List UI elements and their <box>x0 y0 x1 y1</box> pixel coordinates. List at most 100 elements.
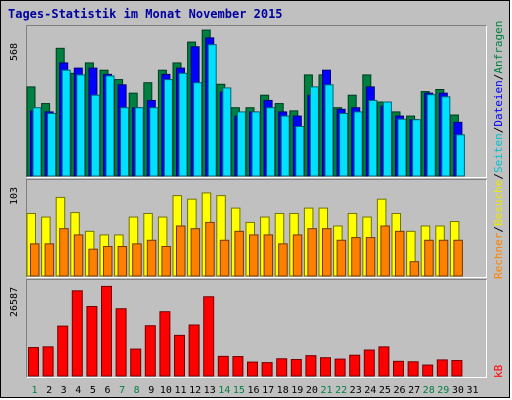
bar-rechner-day-28 <box>424 239 434 277</box>
x-tick-label: 23 <box>350 385 362 396</box>
bar-kb-day-9 <box>144 325 156 377</box>
x-tick-label: 30 <box>452 385 464 396</box>
x-tick-label: 1 <box>31 385 37 396</box>
bar-seiten-day-5 <box>90 94 100 177</box>
bar-kb-day-7 <box>115 308 127 377</box>
x-tick-label: 3 <box>61 385 67 396</box>
x-tick-label: 17 <box>262 385 274 396</box>
bar-rechner-day-19 <box>292 234 303 277</box>
bar-seiten-day-4 <box>76 74 86 177</box>
bar-seiten-day-3 <box>61 69 71 177</box>
x-tick-label: 10 <box>160 385 172 396</box>
bar-kb-day-3 <box>57 325 69 377</box>
x-tick-label: 13 <box>204 385 216 396</box>
bar-seiten-day-19 <box>295 125 305 177</box>
bar-rechner-day-9 <box>146 239 157 277</box>
bar-rechner-day-24 <box>365 237 376 277</box>
bar-rechner-day-1 <box>30 243 40 277</box>
bar-rechner-day-6 <box>103 246 113 277</box>
bar-kb-day-5 <box>86 306 98 377</box>
x-tick-label: 5 <box>90 385 96 396</box>
bar-seiten-day-16 <box>251 111 261 177</box>
x-tick-label: 16 <box>247 385 259 396</box>
x-tick-label: 28 <box>423 385 435 396</box>
x-tick-label: 20 <box>306 385 318 396</box>
bar-kb-day-30 <box>451 360 463 377</box>
bar-rechner-day-5 <box>88 248 98 277</box>
bar-seiten-day-14 <box>222 87 232 177</box>
bar-seiten-day-10 <box>163 79 173 177</box>
bar-kb-day-19 <box>290 358 302 377</box>
bar-rechner-day-2 <box>44 243 55 277</box>
bar-rechner-day-16 <box>249 234 259 277</box>
bar-kb-day-23 <box>349 354 361 377</box>
x-tick-label: 7 <box>119 385 125 396</box>
bar-rechner-day-27 <box>409 261 420 277</box>
bar-seiten-day-25 <box>382 101 392 177</box>
chart-title: Tages-Statistik im Monat November 2015 <box>8 7 283 21</box>
x-tick-label: 25 <box>379 385 391 396</box>
bar-kb-day-2 <box>42 346 54 377</box>
bar-seiten-day-29 <box>441 96 451 177</box>
x-tick-label: 11 <box>174 385 186 396</box>
bar-rechner-day-12 <box>190 228 201 277</box>
bar-kb-day-22 <box>334 358 346 377</box>
x-tick-label: 4 <box>75 385 81 396</box>
bar-seiten-day-28 <box>426 94 436 177</box>
bar-kb-day-20 <box>305 355 317 377</box>
x-tick-label: 31 <box>466 385 478 396</box>
bar-seiten-day-23 <box>353 111 363 177</box>
bar-seiten-day-24 <box>368 99 378 177</box>
bar-kb-day-1 <box>28 347 39 377</box>
bar-seiten-day-26 <box>397 118 407 177</box>
bar-seiten-day-20 <box>309 86 319 177</box>
bar-rechner-day-13 <box>205 221 215 277</box>
bar-seiten-day-11 <box>178 72 188 177</box>
bar-kb-day-4 <box>71 290 83 377</box>
bar-seiten-day-18 <box>280 115 290 177</box>
bar-seiten-day-13 <box>207 44 217 177</box>
bar-kb-day-25 <box>378 346 390 377</box>
x-tick-label: 21 <box>320 385 332 396</box>
x-tick-label: 27 <box>408 385 420 396</box>
x-tick-label: 14 <box>218 385 230 396</box>
bar-rechner-day-20 <box>307 228 317 277</box>
bar-rechner-day-21 <box>322 228 332 277</box>
bar-seiten-day-15 <box>236 111 246 177</box>
bar-rechner-day-22 <box>336 239 347 277</box>
bar-rechner-day-18 <box>278 243 288 277</box>
bar-rechner-day-17 <box>263 234 274 277</box>
bar-seiten-day-22 <box>339 112 349 177</box>
x-tick-label: 22 <box>335 385 347 396</box>
bar-kb-day-11 <box>174 334 185 377</box>
bar-rechner-day-29 <box>438 239 449 277</box>
bar-kb-day-10 <box>159 311 171 377</box>
bar-seiten-day-17 <box>266 107 276 177</box>
bar-kb-day-16 <box>247 361 258 377</box>
bar-seiten-day-6 <box>105 75 115 177</box>
bar-kb-day-8 <box>130 348 142 377</box>
bar-rechner-day-26 <box>395 230 405 277</box>
bar-seiten-day-12 <box>193 82 203 177</box>
bar-kb-day-18 <box>276 358 288 377</box>
bar-kb-day-26 <box>393 360 404 377</box>
x-tick-label: 18 <box>277 385 289 396</box>
bar-kb-day-6 <box>101 285 112 377</box>
x-tick-label: 15 <box>233 385 245 396</box>
bar-kb-day-24 <box>363 349 375 377</box>
bar-rechner-day-11 <box>176 225 186 277</box>
bar-rechner-day-14 <box>219 239 230 277</box>
bar-rechner-day-25 <box>380 225 390 277</box>
x-tick-label: 26 <box>393 385 405 396</box>
bar-rechner-day-10 <box>161 246 171 277</box>
bar-rechner-day-30 <box>453 239 463 277</box>
bar-kb-day-21 <box>320 357 331 377</box>
bar-seiten-day-2 <box>47 112 57 177</box>
bar-kb-day-15 <box>232 356 244 377</box>
bar-rechner-day-3 <box>59 228 69 277</box>
bar-seiten-day-9 <box>149 107 159 177</box>
x-tick-label: 19 <box>291 385 303 396</box>
bar-kb-day-12 <box>188 324 200 377</box>
bar-seiten-day-21 <box>324 84 334 177</box>
